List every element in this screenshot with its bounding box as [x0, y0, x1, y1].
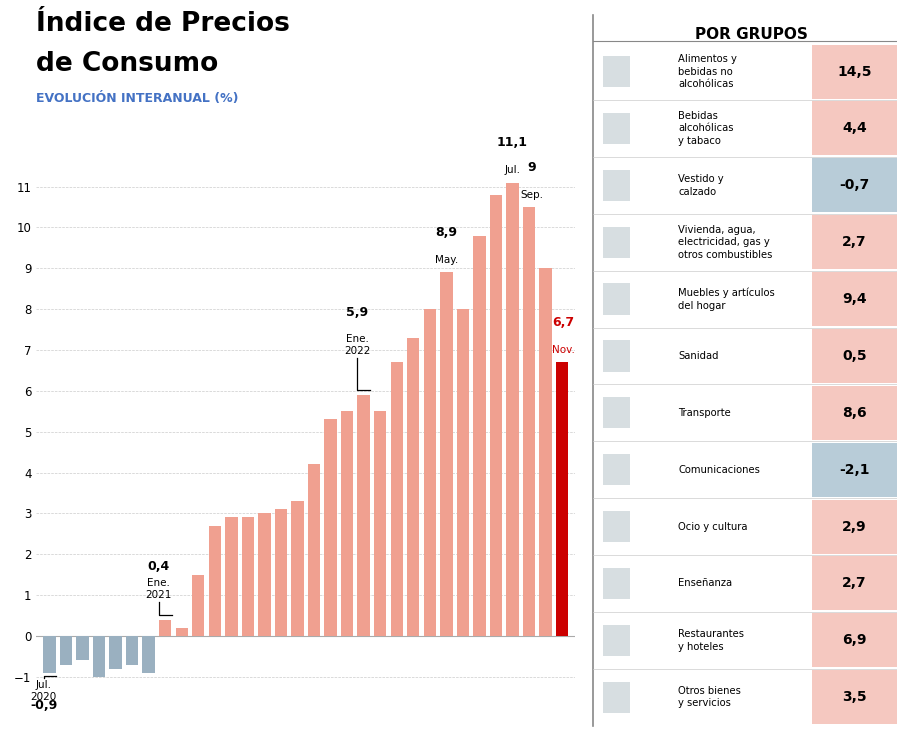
- Text: Comunicaciones: Comunicaciones: [679, 465, 760, 475]
- Bar: [192, 575, 205, 636]
- Text: Ocio y cultura: Ocio y cultura: [679, 522, 748, 531]
- Text: 6,7: 6,7: [553, 316, 574, 329]
- Text: -0,7: -0,7: [839, 178, 870, 192]
- Bar: [812, 216, 897, 269]
- Bar: [208, 526, 221, 636]
- Bar: [812, 45, 897, 98]
- Bar: [424, 309, 436, 636]
- Bar: [341, 411, 353, 636]
- Text: -0,9: -0,9: [30, 699, 57, 712]
- Bar: [602, 511, 630, 542]
- Bar: [602, 56, 630, 87]
- Bar: [812, 158, 897, 213]
- Bar: [602, 226, 630, 258]
- Text: Ene.
2022: Ene. 2022: [344, 334, 371, 356]
- Text: -2,1: -2,1: [839, 463, 870, 476]
- Text: 0,4: 0,4: [148, 559, 170, 572]
- Bar: [812, 670, 897, 724]
- Text: 14,5: 14,5: [837, 65, 872, 78]
- Text: de Consumo: de Consumo: [36, 51, 218, 77]
- Text: Muebles y artículos
del hogar: Muebles y artículos del hogar: [679, 287, 776, 311]
- Bar: [506, 183, 518, 636]
- Text: Bebidas
alcohólicas
y tabaco: Bebidas alcohólicas y tabaco: [679, 111, 734, 146]
- Bar: [602, 625, 630, 656]
- Bar: [602, 340, 630, 372]
- Bar: [93, 636, 105, 677]
- Bar: [407, 338, 419, 636]
- Bar: [242, 517, 254, 636]
- Text: Nov.: Nov.: [553, 345, 575, 355]
- Bar: [490, 195, 502, 636]
- Text: Transporte: Transporte: [679, 408, 731, 418]
- Text: 6,9: 6,9: [843, 633, 867, 647]
- Text: Otros bienes
y servicios: Otros bienes y servicios: [679, 686, 741, 708]
- Bar: [602, 454, 630, 485]
- Text: 11,1: 11,1: [497, 136, 528, 149]
- Text: 2,7: 2,7: [843, 576, 867, 591]
- Text: 9: 9: [527, 161, 535, 174]
- Bar: [812, 500, 897, 553]
- Bar: [602, 169, 630, 201]
- Text: Restaurantes
y hoteles: Restaurantes y hoteles: [679, 629, 745, 652]
- Bar: [812, 443, 897, 497]
- Text: 2,9: 2,9: [843, 520, 867, 534]
- Text: 9,4: 9,4: [843, 292, 867, 306]
- Bar: [292, 501, 304, 636]
- Bar: [812, 614, 897, 667]
- Text: 8,6: 8,6: [843, 406, 867, 420]
- Bar: [176, 627, 188, 636]
- Text: 2,7: 2,7: [843, 235, 867, 249]
- Bar: [440, 273, 452, 636]
- Bar: [324, 419, 337, 636]
- Bar: [43, 636, 55, 673]
- Bar: [110, 636, 121, 668]
- Bar: [812, 386, 897, 440]
- Text: 5,9: 5,9: [346, 306, 369, 320]
- Text: Vestido y
calzado: Vestido y calzado: [679, 174, 724, 196]
- Bar: [602, 113, 630, 144]
- Bar: [812, 101, 897, 155]
- Text: Sanidad: Sanidad: [679, 351, 719, 361]
- Text: 3,5: 3,5: [843, 690, 867, 704]
- Bar: [374, 411, 386, 636]
- Text: 8,9: 8,9: [435, 226, 458, 239]
- Text: May.: May.: [435, 255, 458, 265]
- Bar: [539, 268, 552, 636]
- Text: POR GRUPOS: POR GRUPOS: [695, 27, 807, 43]
- Text: 4,4: 4,4: [842, 122, 867, 136]
- Bar: [602, 397, 630, 429]
- Bar: [308, 465, 320, 636]
- Bar: [602, 284, 630, 314]
- Text: Sep.: Sep.: [520, 190, 543, 199]
- Bar: [473, 235, 486, 636]
- Bar: [602, 568, 630, 599]
- Bar: [602, 682, 630, 713]
- Text: Ene.
2021: Ene. 2021: [146, 578, 172, 600]
- Text: Enseñanza: Enseñanza: [679, 578, 733, 589]
- Bar: [812, 556, 897, 611]
- Text: Vivienda, agua,
electricidad, gas y
otros combustibles: Vivienda, agua, electricidad, gas y otro…: [679, 225, 773, 259]
- Bar: [126, 636, 139, 665]
- Text: Alimentos y
bebidas no
alcohólicas: Alimentos y bebidas no alcohólicas: [679, 54, 737, 89]
- Bar: [358, 395, 370, 636]
- Bar: [142, 636, 155, 673]
- Bar: [258, 513, 271, 636]
- Bar: [60, 636, 72, 665]
- Bar: [275, 509, 287, 636]
- Bar: [556, 362, 568, 636]
- Text: EVOLUCIÓN INTERANUAL (%): EVOLUCIÓN INTERANUAL (%): [36, 92, 239, 105]
- Bar: [812, 329, 897, 383]
- Bar: [812, 272, 897, 326]
- Text: Jul.
2020: Jul. 2020: [31, 679, 57, 702]
- Text: 0,5: 0,5: [843, 349, 867, 363]
- Bar: [390, 362, 403, 636]
- Bar: [523, 207, 535, 636]
- Bar: [159, 619, 171, 636]
- Bar: [76, 636, 89, 660]
- Bar: [457, 309, 469, 636]
- Bar: [226, 517, 237, 636]
- Text: Jul.: Jul.: [505, 165, 520, 175]
- Text: Índice de Precios: Índice de Precios: [36, 11, 290, 37]
